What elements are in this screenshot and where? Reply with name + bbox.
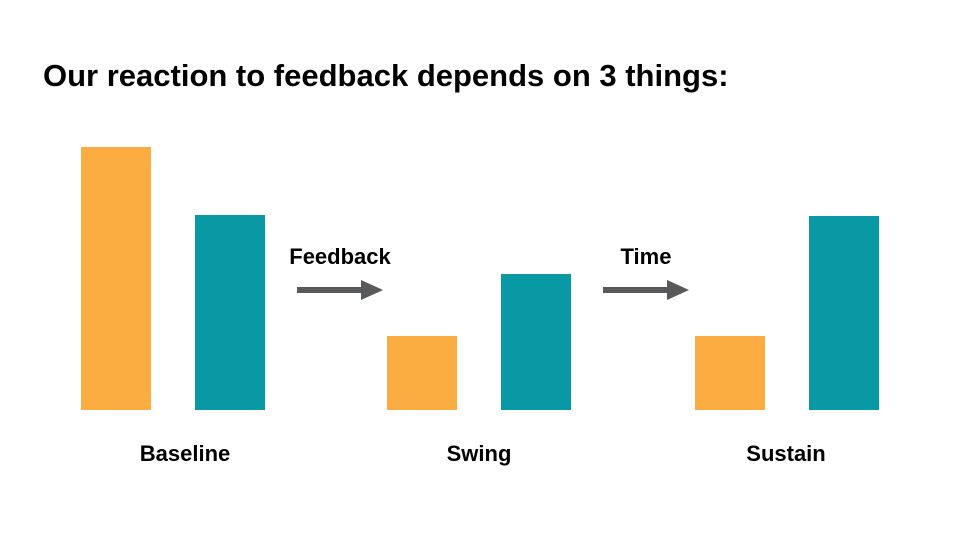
bar-sustain-orange <box>695 336 765 410</box>
bar-baseline-orange <box>81 147 151 410</box>
arrow-shaft <box>603 287 667 293</box>
transition-feedback: Feedback <box>288 244 392 300</box>
group-label-sustain: Sustain <box>746 441 826 466</box>
transition-feedback-label: Feedback <box>289 244 391 269</box>
right-arrow-icon <box>603 280 689 300</box>
right-arrow-icon <box>297 280 383 300</box>
bar-group-swing <box>387 274 571 410</box>
arrow-shaft <box>297 287 361 293</box>
arrow-head <box>667 280 689 300</box>
group-label-swing: Swing <box>446 441 512 466</box>
group-label-baseline: Baseline <box>139 441 231 466</box>
bar-group-sustain <box>695 216 879 410</box>
bar-swing-orange <box>387 336 457 410</box>
arrow-head <box>361 280 383 300</box>
bar-swing-teal <box>501 274 571 410</box>
bar-baseline-teal <box>195 215 265 410</box>
bar-sustain-teal <box>809 216 879 410</box>
transition-time: Time <box>600 244 692 300</box>
bar-group-baseline <box>81 147 265 410</box>
transition-time-label: Time <box>620 244 672 269</box>
slide-title: Our reaction to feedback depends on 3 th… <box>43 58 729 93</box>
